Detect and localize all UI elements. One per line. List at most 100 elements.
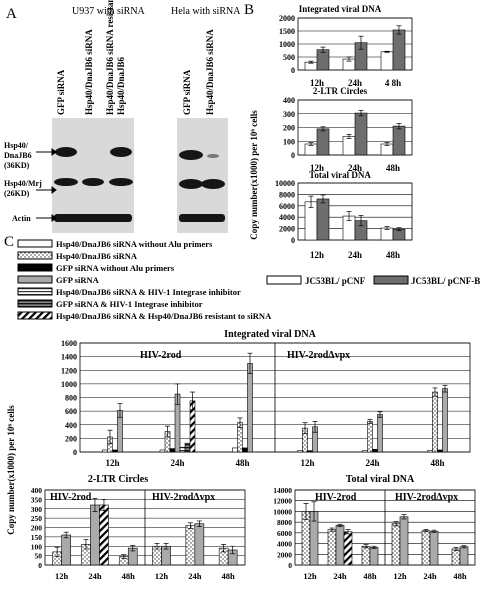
chart-title: Integrated viral DNA	[224, 329, 316, 340]
bar	[369, 547, 379, 566]
x-tick-label: 48h	[122, 571, 136, 581]
blot-membrane-left	[52, 118, 134, 233]
y-tick-label: 400	[283, 96, 295, 105]
legend-label: GFP siRNA	[56, 275, 100, 285]
bar	[372, 448, 378, 453]
row-label: DnaJB6	[4, 151, 32, 160]
y-tick-label: 400	[31, 486, 43, 495]
lane-label: Hsp40/DnaJB6 siRNA resistant	[105, 0, 115, 115]
lane-label: Hsp40/DnaJB6 siRNA	[84, 29, 94, 115]
row-label: Hsp40/	[4, 141, 29, 150]
y-tick-label: 500	[283, 53, 295, 62]
bar	[391, 523, 401, 566]
bar	[242, 447, 248, 453]
bar	[399, 516, 409, 566]
legend-label: GFP siRNA & HIV-1 Integrase inhibitor	[56, 299, 203, 309]
x-tick-label: 12h	[303, 571, 317, 581]
row-label: Actin	[12, 214, 31, 223]
lane-label: GFP siRNA	[182, 69, 192, 115]
panel-a-label: A	[6, 6, 17, 22]
bar	[169, 448, 176, 453]
bar	[184, 442, 191, 453]
bar	[367, 421, 373, 453]
bar	[316, 198, 330, 241]
bar	[316, 128, 330, 156]
chart-title: Integrated viral DNA	[299, 4, 382, 14]
bar	[343, 531, 353, 566]
blot-membrane-right	[177, 118, 228, 233]
y-tick-label: 6000	[277, 529, 292, 538]
y-tick-label: 300	[283, 110, 295, 119]
y-tick-label: 0	[291, 66, 295, 75]
bar	[380, 51, 394, 71]
chart-b-integrated: Integrated viral DNA 0 500 1000 1500 2000 12h…	[279, 4, 413, 88]
bar	[361, 545, 371, 566]
group-label: HIV-2rodΔvpx	[287, 350, 350, 361]
y-axis-label: Copy number(x1000) per 10⁶ cells	[6, 405, 16, 535]
y-tick-label: 200	[65, 434, 77, 443]
x-tick-label: 12h	[55, 571, 69, 581]
y-tick-label: 2000	[279, 225, 295, 234]
legend-label: JC53BL/ pCNF-B6	[411, 276, 480, 286]
y-tick-label: 14000	[273, 486, 292, 495]
x-tick-label: 24h	[348, 250, 362, 260]
x-tick-label: 12h	[310, 163, 324, 173]
group-label: HIV-2rod	[50, 492, 92, 503]
bar	[179, 446, 186, 453]
y-tick-label: 800	[65, 394, 77, 403]
y-tick-label: 2000	[277, 550, 292, 559]
y-tick-label: 50	[35, 552, 43, 561]
bar	[61, 534, 71, 566]
x-tick-label: 24h	[188, 571, 202, 581]
x-tick-label: 12h	[310, 250, 324, 260]
legend-swatch	[373, 275, 409, 285]
x-tick-label: 24h	[423, 571, 437, 581]
y-tick-label: 1200	[61, 366, 77, 375]
bar	[112, 449, 118, 453]
bar	[432, 391, 438, 453]
chart-b-total: Total viral DNA 0 2000 4000 6000 8000 10000 12…	[275, 170, 413, 260]
x-tick-label: 48h	[222, 571, 236, 581]
legend-swatch	[17, 239, 53, 248]
legend-swatch	[17, 311, 53, 320]
x-tick-label: 24h	[170, 458, 184, 468]
x-tick-label: 24h	[348, 78, 362, 88]
legend-label: Hsp40/DnaJB6 siRNA & HIV-1 Integrase inh…	[56, 287, 241, 297]
y-tick-label: 100	[283, 137, 295, 146]
y-tick-label: 1600	[61, 339, 77, 348]
x-tick-label: 12h	[105, 458, 119, 468]
y-tick-label: 10000	[275, 179, 295, 188]
legend-label: Hsp40/DnaJB6 siRNA & Hsp40/DnaJB6 resist…	[56, 311, 272, 321]
bar	[377, 414, 383, 453]
x-tick-label: 48h	[363, 571, 377, 581]
chart-c-integrated: Integrated viral DNA 0 200 400 600 800 1000 12…	[61, 329, 471, 468]
bar	[362, 450, 368, 453]
group-label: HIV-2rod	[315, 492, 357, 503]
bar	[427, 450, 433, 453]
y-tick-label: 0	[291, 236, 295, 245]
y-tick-label: 1000	[61, 380, 77, 389]
y-tick-label: 0	[38, 561, 42, 570]
bar	[90, 504, 100, 566]
x-tick-label: 12h	[300, 458, 314, 468]
bar	[159, 449, 166, 453]
y-tick-label: 100	[31, 542, 43, 551]
bar	[316, 49, 330, 71]
bar	[232, 447, 238, 453]
bar	[185, 525, 196, 566]
panel-b-label: B	[244, 2, 254, 18]
y-tick-label: 8000	[277, 518, 292, 527]
y-tick-label: 4000	[277, 540, 292, 549]
x-tick-label: 48h	[386, 250, 400, 260]
chart-title: 2-LTR Circles	[88, 474, 148, 485]
bar	[459, 546, 469, 566]
y-tick-label: 4000	[279, 213, 295, 222]
bar	[327, 529, 337, 566]
legend-label: Hsp40/DnaJB6 siRNA	[56, 251, 138, 261]
group-label: HIV-2rod	[140, 350, 182, 361]
y-tick-label: 8000	[279, 190, 295, 199]
x-tick-label: 24h	[333, 571, 347, 581]
y-tick-label: 1400	[61, 353, 77, 362]
legend-swatch	[17, 275, 53, 284]
